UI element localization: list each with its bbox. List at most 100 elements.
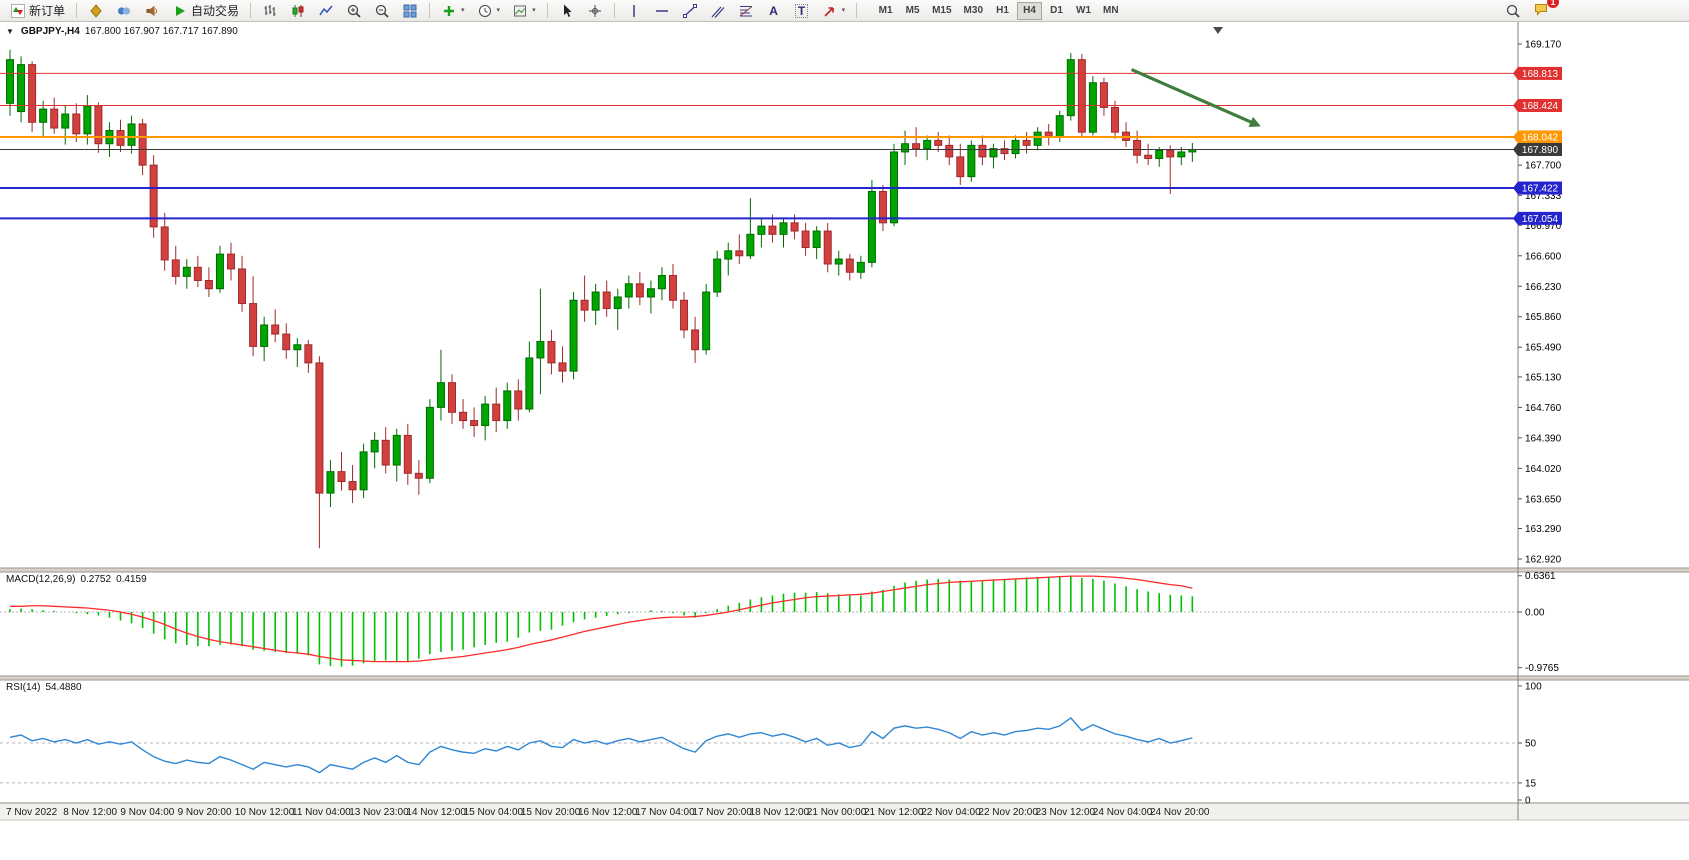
toolbar-separator — [250, 3, 252, 18]
zoom-in-button[interactable] — [342, 1, 366, 21]
chart-title-bar: ▼ GBPJPY-,H4 167.800 167.907 167.717 167… — [6, 26, 238, 37]
timeframe-mn-button[interactable]: MN — [1098, 2, 1124, 20]
fibonacci-tool-button[interactable] — [734, 1, 758, 21]
pane-separator-macd[interactable] — [0, 568, 1689, 572]
time-axis-label: 16 Nov 12:00 — [578, 807, 638, 818]
timeframe-m30-button[interactable]: M30 — [959, 2, 988, 20]
timeframe-w1-button[interactable]: W1 — [1071, 2, 1096, 20]
cursor-button[interactable] — [555, 1, 579, 21]
clock-icon — [478, 4, 491, 17]
candlestick-chart-icon — [292, 4, 304, 17]
horizontal-line-tool-button[interactable] — [650, 1, 674, 21]
time-axis-label: 15 Nov 04:00 — [464, 807, 524, 818]
zoom-out-icon — [375, 4, 389, 18]
price-level-badge — [1518, 211, 1562, 225]
chart-canvas[interactable]: 169.170 167.700 167.333 166.970 166.600 166.2… — [0, 22, 1689, 860]
price-tick-label: 164.390 — [1525, 433, 1562, 444]
search-icon — [1506, 4, 1520, 18]
macd-tick-label: 0.6361 — [1525, 571, 1556, 582]
time-axis-label: 14 Nov 12:00 — [406, 807, 466, 818]
equidistant-channel-tool-button[interactable] — [706, 1, 730, 21]
rsi-tick-label: 50 — [1525, 739, 1537, 750]
trendline-tool-button[interactable] — [678, 1, 702, 21]
timeframe-m15-button[interactable]: M15 — [927, 2, 956, 20]
macd-label: MACD(12,26,9) — [6, 574, 76, 585]
chart-shift-marker[interactable] — [1213, 27, 1223, 34]
dropdown-caret-icon: ▾ — [496, 7, 501, 14]
terminal-button[interactable] — [140, 1, 164, 21]
price-level-badge-label: 168.424 — [1522, 101, 1559, 112]
price-tick-label: 165.490 — [1525, 343, 1562, 354]
time-axis-label: 11 Nov 04:00 — [292, 807, 351, 818]
market-watch-button[interactable] — [84, 1, 108, 21]
text-label-tool-button[interactable]: T — [790, 1, 814, 21]
toolbar-separator — [76, 3, 78, 18]
timeframe-m1-button[interactable]: M1 — [873, 2, 898, 20]
macd-value-main: 0.2752 — [80, 574, 112, 585]
zoom-in-icon — [347, 4, 361, 18]
chart-symbol-period: GBPJPY-,H4 — [20, 26, 80, 37]
templates-button[interactable]: ▾ — [508, 1, 540, 21]
vertical-line-tool-button[interactable] — [622, 1, 646, 21]
dropdown-caret-icon: ▾ — [532, 7, 536, 14]
new-order-button[interactable]: 新订单 — [6, 1, 69, 21]
zoom-out-button[interactable] — [370, 1, 394, 21]
price-tick-label: 163.650 — [1525, 494, 1562, 505]
price-tick-label: 164.760 — [1525, 403, 1562, 414]
crosshair-button[interactable] — [583, 1, 607, 21]
price-level-badge-label: 167.422 — [1522, 184, 1559, 195]
price-level-badge — [1518, 181, 1562, 195]
indicators-button[interactable]: ▾ — [437, 1, 469, 21]
trend-arrow[interactable] — [1130, 68, 1255, 125]
time-axis-label: 9 Nov 04:00 — [120, 807, 174, 818]
time-axis-label: 9 Nov 20:00 — [178, 807, 232, 818]
price-tick-label: 169.170 — [1525, 40, 1562, 51]
notifications-button[interactable] — [1529, 0, 1553, 19]
line-chart-button[interactable] — [314, 1, 338, 21]
time-axis-label: 22 Nov 04:00 — [921, 807, 981, 818]
timeframe-h4-button[interactable]: H4 — [1017, 1, 1042, 20]
price-tick-label: 166.970 — [1525, 221, 1562, 232]
rsi-tick-label: 100 — [1525, 682, 1542, 693]
timeframe-m5-button[interactable]: M5 — [900, 2, 925, 20]
main-toolbar: 新订单 自动交易 — [0, 0, 1689, 22]
time-axis-label: 10 Nov 12:00 — [235, 807, 295, 818]
bar-chart-icon — [264, 4, 276, 16]
autotrading-button[interactable]: 自动交易 — [168, 1, 243, 21]
navigator-button[interactable] — [112, 1, 136, 21]
trendline-icon — [682, 3, 697, 18]
cursor-arrow-icon — [563, 4, 572, 17]
timeframe-bar: M1 M5 M15 M30 H1 H4 D1 W1 MN — [872, 1, 1124, 20]
time-axis-strip[interactable] — [0, 803, 1689, 820]
chart-collapse-icon[interactable]: ▼ — [6, 27, 14, 36]
pane-separator-rsi[interactable] — [0, 676, 1689, 680]
new-order-label: 新订单 — [29, 4, 66, 18]
price-tick-label: 166.230 — [1525, 282, 1562, 293]
rsi-label: RSI(14) — [6, 682, 41, 693]
notification-badge: 1 — [1547, 0, 1559, 8]
horizontal-line-icon — [655, 9, 668, 12]
periods-button[interactable]: ▾ — [473, 1, 505, 21]
indicators-add-icon — [444, 5, 455, 16]
chart-ohlc-values: 167.800 167.907 167.717 167.890 — [84, 26, 238, 37]
search-button[interactable] — [1501, 1, 1525, 21]
price-tick-label: 164.020 — [1525, 464, 1562, 475]
price-level-badge — [1518, 66, 1562, 80]
bar-chart-button[interactable] — [258, 1, 282, 21]
text-tool-icon: A — [769, 3, 778, 18]
time-axis-label: 17 Nov 20:00 — [692, 807, 752, 818]
price-tick-label: 167.333 — [1525, 191, 1562, 202]
timeframe-h1-button[interactable]: H1 — [990, 2, 1015, 20]
price-tick-label: 166.600 — [1525, 251, 1562, 262]
time-axis-label: 17 Nov 04:00 — [635, 807, 695, 818]
macd-tick-label: -0.9765 — [1525, 663, 1559, 674]
macd-signal-line — [10, 575, 1193, 663]
arrows-tool-button[interactable]: ▾ — [818, 1, 850, 21]
timeframe-d1-button[interactable]: D1 — [1044, 2, 1069, 20]
candlestick-chart-button[interactable] — [286, 1, 310, 21]
tile-windows-button[interactable] — [398, 1, 422, 21]
rsi-line — [9, 716, 1193, 774]
time-axis-label: 23 Nov 12:00 — [1036, 807, 1096, 818]
text-tool-button[interactable]: A — [762, 1, 786, 21]
dropdown-caret-icon: ▾ — [841, 7, 846, 14]
